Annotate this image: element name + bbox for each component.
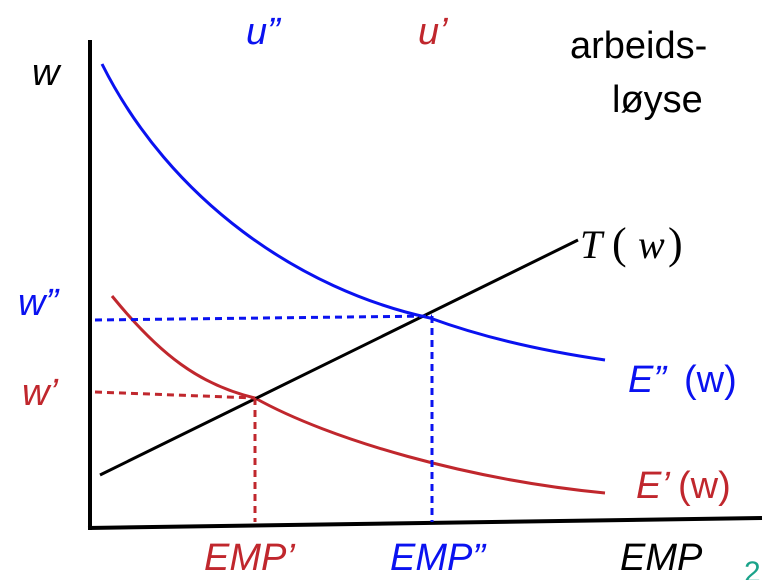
x-axis-label: EMP (620, 537, 703, 579)
x-axis-line (87, 516, 763, 530)
y-axis-label: w (32, 52, 62, 94)
page-number-fragment: 2 (744, 556, 761, 580)
t-curve-label-letter: T (580, 222, 605, 267)
e-single-curve (110, 295, 606, 495)
emp-single-label: EMP’ (204, 537, 295, 579)
e-single-label-args: (w) (678, 465, 731, 507)
t-curve-label-close-paren: ) (668, 219, 683, 268)
u-double-label: u” (246, 11, 282, 53)
t-curve (99, 238, 579, 477)
e-double-curve (100, 63, 606, 362)
unemployment-label-line2: løyse (612, 79, 703, 121)
e-double-label-prefix: E” (628, 359, 668, 401)
w-single-guide (94, 390, 256, 400)
w-double-label: w” (18, 282, 60, 324)
unemployment-label-line1: arbeids- (570, 25, 707, 67)
e-single-label-prefix: E’ (636, 465, 670, 507)
e-double-label-args: (w) (684, 359, 737, 401)
t-curve-label-open-paren: ( (612, 219, 627, 268)
w-single-label: w’ (22, 372, 58, 414)
emp-double-label: EMP” (390, 537, 487, 579)
u-single-label: u’ (418, 11, 448, 53)
t-curve-label-arg: w (638, 222, 665, 267)
w-double-guide (94, 314, 433, 322)
